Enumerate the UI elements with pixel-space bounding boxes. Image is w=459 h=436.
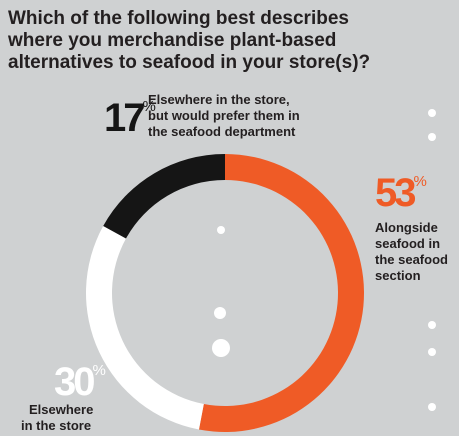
slice-percent-value: 30% bbox=[54, 360, 106, 404]
decorative-dots bbox=[212, 109, 436, 411]
donut-slice bbox=[85, 226, 204, 430]
slice-label-line: in the store bbox=[21, 418, 91, 433]
decorative-dot bbox=[428, 321, 436, 329]
decorative-dot bbox=[212, 339, 230, 357]
slice-label-line: but would prefer them in bbox=[148, 108, 300, 123]
decorative-dot bbox=[214, 307, 226, 319]
chart-title: Which of the following best describes wh… bbox=[8, 8, 453, 74]
slice-label-line: section bbox=[375, 268, 421, 283]
decorative-dot bbox=[217, 226, 225, 234]
slice-label-line: Alongside bbox=[375, 220, 438, 235]
donut-slice bbox=[103, 154, 225, 239]
chart-title-line: alternatives to seafood in your store(s)… bbox=[8, 52, 371, 73]
slice-label-line: Elsewhere bbox=[29, 402, 93, 417]
decorative-dot bbox=[428, 133, 436, 141]
donut-slice bbox=[198, 154, 364, 432]
slice-label-line: Elsewhere in the store, bbox=[148, 92, 290, 107]
slice-label-group: 17% Elsewhere in the store, but would pr… bbox=[104, 92, 300, 140]
decorative-dot bbox=[428, 348, 436, 356]
chart-title-line: Which of the following best describes bbox=[8, 8, 349, 29]
donut-slices bbox=[85, 154, 364, 432]
slice-label-line: the seafood bbox=[375, 252, 448, 267]
slice-label-group: 30% Elsewhere in the store bbox=[21, 360, 106, 433]
decorative-dot bbox=[428, 403, 436, 411]
slice-percent-value: 53% bbox=[375, 171, 427, 215]
chart-title-line: where you merchandise plant-based bbox=[8, 30, 337, 51]
slice-label-line: the seafood department bbox=[148, 124, 296, 139]
slice-label-group: 53% Alongside seafood in the seafood sec… bbox=[375, 171, 448, 283]
slice-percent-value: 17% bbox=[104, 96, 156, 140]
slice-label-line: seafood in bbox=[375, 236, 440, 251]
decorative-dot bbox=[428, 109, 436, 117]
